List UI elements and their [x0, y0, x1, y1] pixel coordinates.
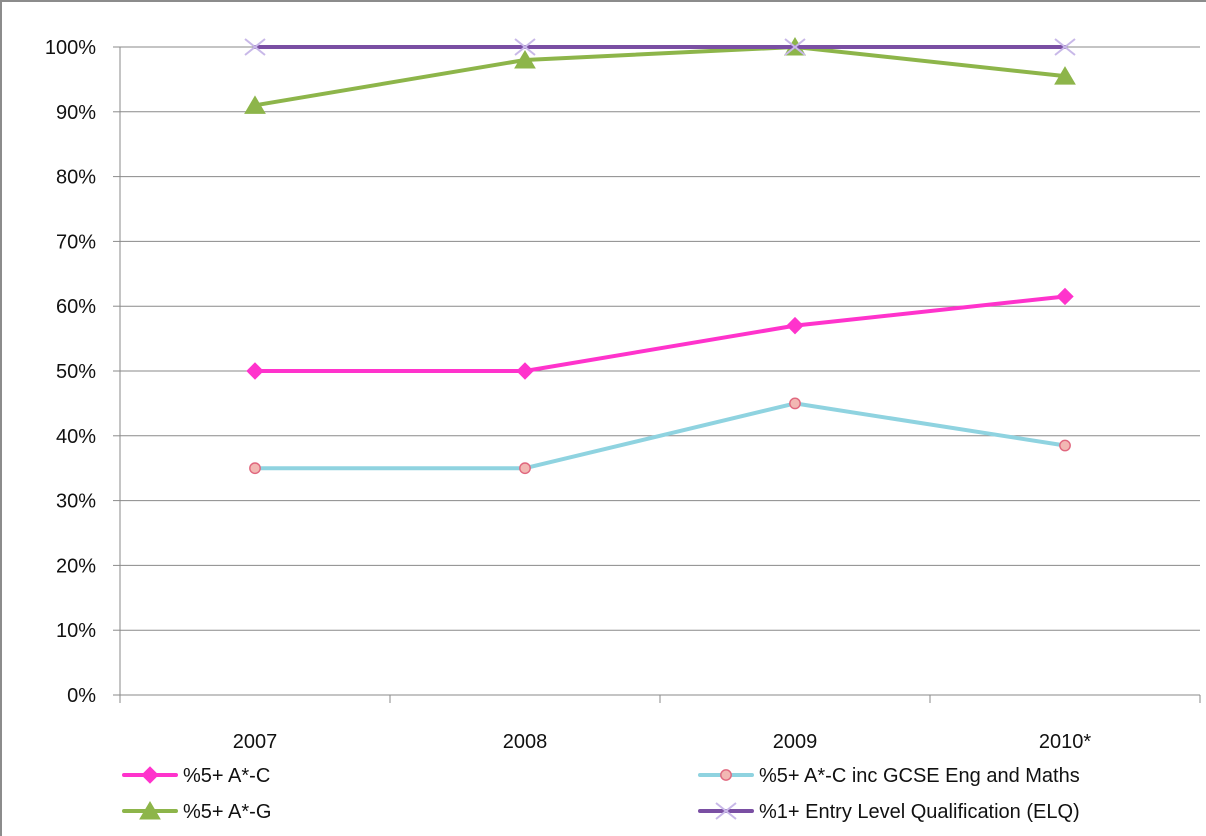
y-axis-tick-label: 10%: [56, 620, 96, 642]
series-5-a-g: [244, 37, 1076, 114]
legend-item-5-a-c-inc-gcse-eng-and-maths: %5+ A*-C inc GCSE Eng and Maths: [698, 765, 1080, 787]
legend-item-5-a-c: %5+ A*-C: [122, 765, 270, 787]
series-line-5-a-c-inc-gcse-eng-and-maths: [253, 401, 1067, 471]
data-point-1-entry-level-qualification-elq-3-marker: [1054, 38, 1076, 56]
x-axis-tick-label: 2009: [773, 731, 818, 753]
data-point-5-a-c-2-marker: [786, 316, 804, 335]
legend-5-a-c-marker: [141, 766, 159, 784]
legend-label-5-a-c-inc-gcse-eng-and-maths: %5+ A*-C inc GCSE Eng and Maths: [759, 765, 1080, 787]
legend-5-a-c-inc-gcse-eng-and-maths-marker: [720, 769, 732, 781]
data-point-5-a-c-0-marker: [246, 362, 264, 380]
y-axis-tick-label: 50%: [56, 361, 96, 383]
legend-item-5-a-g: %5+ A*-G: [122, 801, 271, 823]
x-axis-tick-label: 2007: [233, 731, 278, 753]
legend-item-1-entry-level-qualification-elq: %1+ Entry Level Qualification (ELQ): [698, 801, 1080, 823]
y-axis-tick-label: 20%: [56, 555, 96, 577]
data-point-5-a-c-inc-gcse-eng-and-maths-1-marker: [519, 462, 531, 475]
series-line-5-a-g: [253, 45, 1067, 108]
data-point-5-a-c-inc-gcse-eng-and-maths-3-marker: [1059, 439, 1071, 452]
legend-1-entry-level-qualification-elq-marker: [715, 802, 737, 820]
legend-label-5-a-g: %5+ A*-G: [183, 801, 271, 823]
legend-label-1-entry-level-qualification-elq: %1+ Entry Level Qualification (ELQ): [759, 801, 1080, 823]
legend-label-5-a-c: %5+ A*-C: [183, 765, 270, 787]
data-point-5-a-c-1-marker: [516, 362, 534, 380]
data-point-5-a-c-inc-gcse-eng-and-maths-0-marker: [249, 462, 261, 475]
data-series: [244, 37, 1076, 475]
data-point-5-a-c-inc-gcse-eng-and-maths-2-marker: [789, 397, 801, 410]
data-point-1-entry-level-qualification-elq-2-marker: [784, 38, 806, 56]
series-5-a-c: [246, 287, 1074, 380]
x-axis-tick-label: 2010*: [1039, 731, 1091, 753]
x-axis-tick-label: 2008: [503, 731, 548, 753]
data-point-1-entry-level-qualification-elq-1-marker: [514, 38, 536, 56]
y-axis-tick-labels: 0% 10% 20% 30% 40% 50% 60% 70% 80% 90% 100%: [45, 37, 96, 707]
data-point-5-a-g-3-marker: [1054, 66, 1076, 85]
axes: [113, 46, 1201, 703]
data-point-5-a-g-1-marker: [514, 49, 536, 69]
data-point-5-a-c-3-marker: [1056, 287, 1074, 306]
y-axis-tick-label: 60%: [56, 296, 96, 318]
y-axis-tick-label: 80%: [56, 167, 96, 189]
series-line-5-a-c: [253, 294, 1067, 373]
x-axis-tick-labels: 2007 2008 2009 2010*: [233, 731, 1092, 753]
legend: %5+ A*-C %5+ A*-C inc GCSE Eng and Maths%…: [122, 765, 1080, 823]
legend-5-a-g-marker: [139, 801, 161, 820]
y-axis-tick-label: 70%: [56, 231, 96, 253]
y-axis-tick-label: 90%: [56, 102, 96, 124]
y-axis-tick-label: 40%: [56, 426, 96, 448]
y-axis-tick-label: 100%: [45, 37, 96, 59]
data-point-5-a-g-0-marker: [244, 95, 266, 114]
grid-lines: [120, 46, 1200, 631]
y-axis-tick-label: 0%: [67, 685, 96, 707]
y-axis-tick-label: 30%: [56, 491, 96, 513]
series-1-entry-level-qualification-elq: [244, 38, 1076, 56]
data-point-1-entry-level-qualification-elq-0-marker: [244, 38, 266, 56]
series-5-a-c-inc-gcse-eng-and-maths: [249, 397, 1071, 475]
